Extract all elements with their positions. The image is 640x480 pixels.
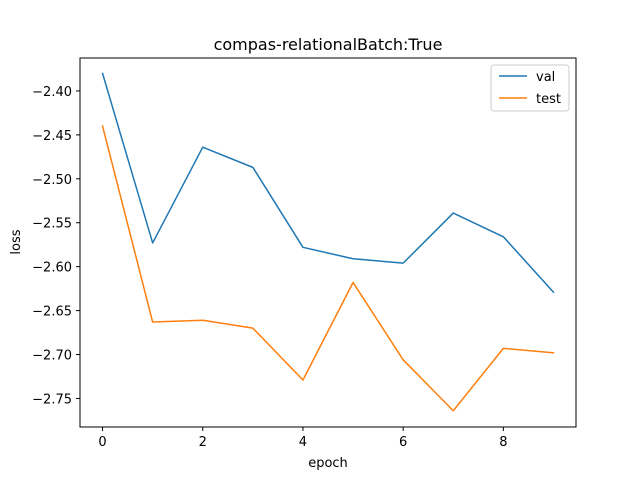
y-tick-label: −2.55 [32, 217, 72, 232]
y-axis-label: loss [9, 229, 24, 254]
y-tick-label: −2.60 [32, 261, 72, 276]
y-tick-label: −2.65 [32, 305, 72, 320]
plot-area: 0 2 4 6 8 −2.40 −2.45 −2.50 −2.55 −2.60 −2.65 −2.70… [32, 72, 555, 450]
chart-title: compas-relationalBatch:True [214, 35, 443, 54]
x-tick-label: 8 [499, 435, 507, 450]
y-tick-label: −2.75 [32, 392, 72, 407]
x-tick-label: 0 [98, 435, 106, 450]
legend-label-test: test [536, 92, 561, 107]
axes-frame [79, 57, 577, 428]
y-tick-label: −2.45 [32, 129, 72, 144]
y-tick-label: −2.40 [32, 85, 72, 100]
x-tick-label: 6 [399, 435, 407, 450]
x-tick-label: 4 [299, 435, 307, 450]
series-line-val [101, 72, 555, 294]
legend-label-val: val [536, 70, 555, 85]
y-tick-label: −2.70 [32, 349, 72, 364]
x-axis-label: epoch [308, 456, 348, 471]
y-tick-label: −2.50 [32, 173, 72, 188]
x-tick-label: 2 [199, 435, 207, 450]
series-line-test [101, 125, 555, 412]
legend: val test [490, 64, 570, 112]
